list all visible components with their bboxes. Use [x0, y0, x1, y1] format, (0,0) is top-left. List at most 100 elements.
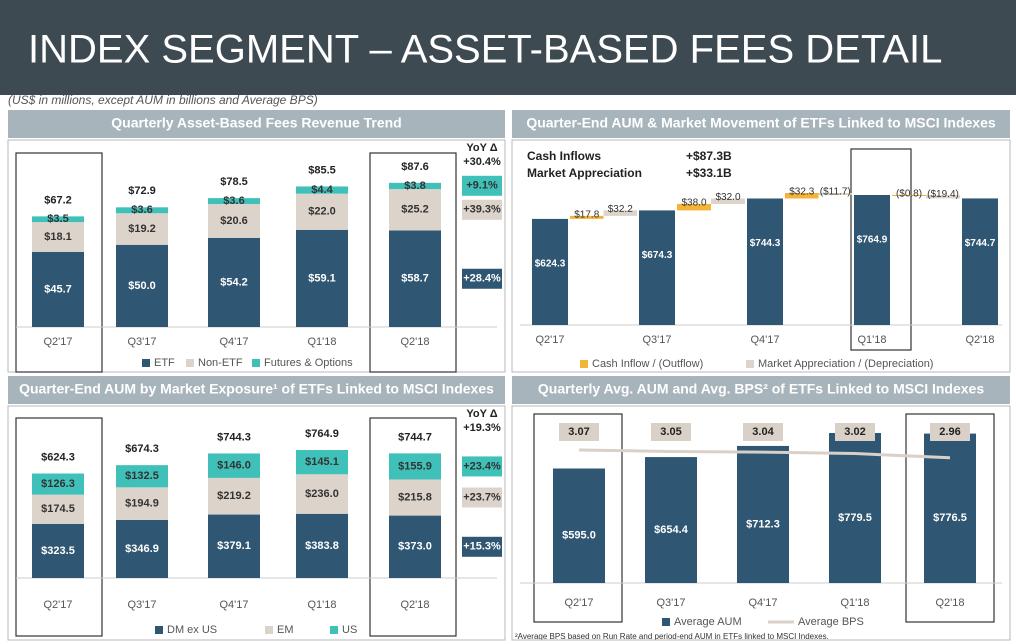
yoy-total: +19.3% [463, 422, 501, 434]
panel-frame [511, 405, 1011, 641]
total-label: $67.2 [44, 194, 72, 206]
slide-title: INDEX SEGMENT – ASSET-BASED FEES DETAIL [28, 28, 942, 72]
yoy-label: +15.3% [463, 541, 501, 553]
x-tick-label: Q4'17 [219, 599, 248, 611]
bar-segment [296, 229, 348, 327]
bar-segment [296, 513, 348, 578]
data-label: $145.1 [305, 456, 339, 468]
data-label: $50.0 [128, 280, 156, 292]
data-label: $323.5 [41, 545, 75, 557]
bar-segment [32, 523, 84, 578]
panel-header [8, 110, 505, 138]
footnote: ²Average BPS based on Run Rate and perio… [515, 632, 829, 641]
data-label: $58.7 [401, 273, 429, 285]
panel-header [512, 376, 1010, 404]
x-tick-label: Q3'17 [127, 599, 156, 611]
flow-segment [926, 195, 960, 199]
bar [639, 210, 675, 325]
x-tick-label: Q4'17 [750, 334, 779, 346]
bar-segment [389, 230, 441, 327]
panel-frame [7, 405, 506, 641]
x-tick-label: Q3'17 [127, 336, 156, 348]
line-label-box [930, 423, 970, 441]
bar-segment [389, 182, 441, 190]
subtitle: (US$ in millions, except AUM in billions… [8, 93, 318, 107]
flow-segment [570, 215, 604, 219]
total-label: $72.9 [128, 185, 156, 197]
bar [962, 198, 998, 325]
total-label: $85.5 [308, 164, 336, 176]
total-label: $87.6 [401, 161, 429, 173]
yoy-label: +23.4% [463, 460, 501, 472]
highlight-box [905, 413, 995, 623]
yoy-label: +9.1% [466, 180, 498, 192]
x-tick-label: Q3'17 [656, 597, 685, 609]
yoy-box [462, 487, 502, 508]
yoy-total: +30.4% [463, 156, 501, 168]
data-label: $3.8 [404, 180, 425, 192]
data-label: $45.7 [44, 283, 72, 295]
legend-swatch [252, 359, 260, 367]
x-tick-label: Q2'18 [965, 334, 994, 346]
bar [645, 457, 697, 583]
data-label: $595.0 [562, 530, 596, 542]
bar-segment [296, 193, 348, 230]
data-label: $3.6 [131, 204, 152, 216]
data-label: $624.3 [535, 259, 566, 270]
data-label: $383.8 [305, 540, 339, 552]
x-tick-label: Q2'18 [400, 599, 429, 611]
yoy-label: +23.7% [463, 491, 501, 503]
legend-label: Market Appreciation / (Depreciation) [758, 358, 933, 370]
bar-segment [32, 222, 84, 252]
legend-swatch [580, 360, 588, 368]
data-label: $744.7 [965, 238, 996, 249]
flow-label: $32.0 [715, 192, 740, 203]
line-label-box [651, 423, 691, 441]
bar-segment [32, 494, 84, 524]
highlight-box [15, 417, 103, 637]
highlight-box [369, 152, 457, 373]
total-label: $674.3 [125, 443, 159, 455]
data-label: $3.5 [47, 213, 68, 225]
legend-label: Futures & Options [264, 357, 353, 369]
total-label: $764.9 [305, 428, 339, 440]
total-label: $744.3 [217, 431, 251, 443]
legend-label: Non-ETF [198, 357, 243, 369]
summary-value: +$33.1B [686, 166, 732, 180]
legend-swatch [330, 626, 338, 634]
x-tick-label: Q1'18 [840, 597, 869, 609]
bar-segment [389, 515, 441, 578]
yoy-title: YoY Δ [466, 408, 497, 420]
flow-segment [785, 193, 819, 199]
data-label: $194.9 [125, 498, 159, 510]
data-label: $132.5 [125, 470, 159, 482]
bar [737, 445, 789, 583]
legend-label: EM [277, 624, 294, 636]
bar-segment [116, 213, 168, 245]
yoy-box [462, 536, 502, 557]
flow-label: ($11.7) [820, 187, 851, 198]
panel-header [512, 110, 1010, 138]
data-label: $776.5 [933, 512, 967, 524]
title-bar [0, 0, 1016, 95]
x-tick-label: Q1'18 [307, 599, 336, 611]
line [578, 448, 951, 460]
line-label-box [835, 423, 875, 441]
highlight-box [533, 413, 623, 623]
data-label: $4.4 [311, 184, 333, 196]
bar [747, 198, 783, 325]
legend-label: ETF [154, 357, 175, 369]
legend-label: DM ex US [167, 624, 217, 636]
data-label: $25.2 [401, 204, 429, 216]
bar [854, 195, 890, 325]
data-label: $219.2 [217, 490, 251, 502]
x-tick-label: Q4'17 [748, 597, 777, 609]
data-label: $54.2 [220, 276, 248, 288]
flow-segment [711, 198, 745, 204]
legend-label: Average AUM [674, 616, 742, 628]
flow-segment [677, 203, 711, 211]
x-tick-label: Q2'18 [935, 597, 964, 609]
bar-segment [389, 189, 441, 231]
data-label: $146.0 [217, 460, 251, 472]
flow-label: ($19.4) [927, 189, 959, 200]
